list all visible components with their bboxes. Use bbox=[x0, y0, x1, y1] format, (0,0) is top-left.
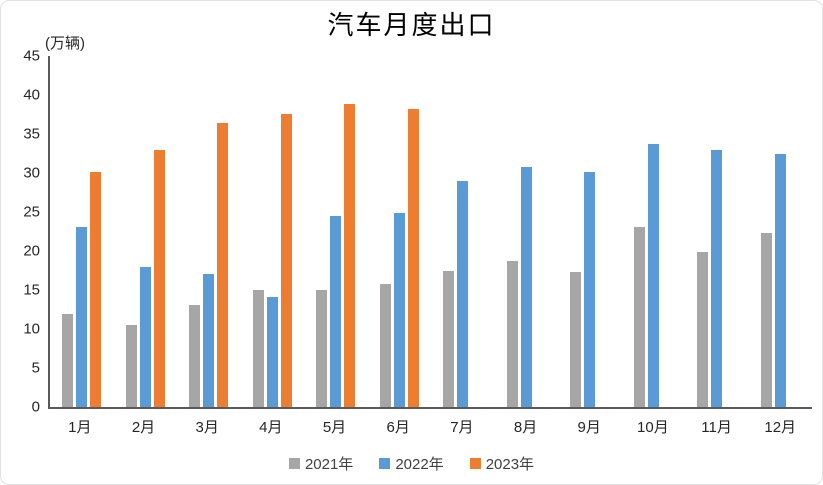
y-tick-label: 35 bbox=[23, 125, 40, 143]
x-axis-label-2月: 2月 bbox=[131, 419, 156, 436]
y-tick-label: 40 bbox=[23, 86, 40, 104]
bar-group-7月 bbox=[431, 56, 495, 407]
legend-swatch-icon bbox=[379, 458, 391, 469]
x-axis-label-3月: 3月 bbox=[195, 419, 219, 436]
bar-2022年-11月 bbox=[711, 150, 723, 407]
legend-label: 2023年 bbox=[485, 456, 535, 473]
bar-2023年-4月 bbox=[280, 113, 292, 407]
legend-item-2021年: 2021年 bbox=[288, 453, 354, 474]
bar-2022年-2月 bbox=[139, 266, 151, 407]
bar-2022年-9月 bbox=[584, 172, 596, 407]
bar-group-8月 bbox=[495, 56, 559, 407]
bar-2021年-5月 bbox=[316, 290, 328, 407]
bar-group-12月 bbox=[749, 56, 813, 407]
x-axis-label-7月: 7月 bbox=[450, 419, 474, 436]
bar-group-4月 bbox=[241, 56, 305, 407]
bar-group-5月 bbox=[304, 56, 368, 407]
x-axis-label-12月: 12月 bbox=[764, 419, 797, 436]
bar-2022年-8月 bbox=[520, 166, 532, 407]
legend-label: 2022年 bbox=[395, 456, 444, 473]
bar-2021年-8月 bbox=[506, 261, 518, 407]
bar-group-10月 bbox=[622, 56, 686, 407]
y-tick-label: 0 bbox=[31, 398, 40, 416]
legend-swatch-icon bbox=[469, 458, 481, 469]
bar-2021年-7月 bbox=[443, 271, 455, 407]
x-axis-label-10月: 10月 bbox=[637, 419, 669, 436]
bar-series-container bbox=[50, 56, 812, 407]
x-axis-label-5月: 5月 bbox=[322, 419, 347, 436]
bar-2021年-1月 bbox=[62, 314, 74, 407]
legend-item-2022年: 2022年 bbox=[379, 453, 444, 474]
y-tick-label: 25 bbox=[23, 203, 40, 221]
legend-item-2023年: 2023年 bbox=[469, 453, 535, 474]
bar-group-3月 bbox=[177, 56, 241, 407]
bar-2022年-5月 bbox=[330, 215, 342, 407]
bar-2021年-3月 bbox=[189, 304, 201, 407]
bar-group-9月 bbox=[558, 56, 622, 407]
bar-group-11月 bbox=[685, 56, 749, 407]
y-tick-label: 15 bbox=[23, 281, 40, 299]
bar-2022年-10月 bbox=[647, 144, 659, 407]
bar-2022年-3月 bbox=[203, 274, 215, 407]
y-tick-label: 30 bbox=[23, 164, 40, 182]
bar-2021年-12月 bbox=[760, 233, 772, 407]
bar-2021年-10月 bbox=[633, 226, 645, 407]
bar-2022年-6月 bbox=[393, 212, 405, 407]
y-tick-label: 45 bbox=[23, 47, 40, 65]
bar-2023年-3月 bbox=[217, 123, 229, 407]
legend-swatch-icon bbox=[288, 458, 300, 469]
x-axis-label-8月: 8月 bbox=[513, 419, 538, 436]
y-tick-label: 5 bbox=[31, 359, 40, 377]
legend-label: 2021年 bbox=[304, 456, 354, 473]
y-tick-label: 20 bbox=[23, 242, 40, 260]
bar-2021年-9月 bbox=[570, 272, 582, 407]
x-axis-label-6月: 6月 bbox=[386, 419, 410, 436]
bar-2021年-6月 bbox=[379, 283, 391, 407]
bar-2023年-1月 bbox=[90, 172, 102, 407]
chart-title: 汽车月度出口 bbox=[327, 11, 496, 40]
bar-group-2月 bbox=[114, 56, 178, 407]
legend: 2021年 2022年 2023年 bbox=[1, 453, 822, 474]
x-axis-label-4月: 4月 bbox=[259, 419, 283, 436]
y-axis-unit-label: (万辆) bbox=[45, 35, 85, 52]
y-tick-label: 10 bbox=[23, 320, 40, 338]
bar-2021年-11月 bbox=[697, 251, 709, 407]
plot-area: 0 5 10 15 20 25 30 35 40 45 bbox=[23, 49, 812, 415]
bar-2023年-5月 bbox=[344, 103, 356, 407]
bar-group-6月 bbox=[368, 56, 432, 407]
x-axis-label-9月: 9月 bbox=[577, 419, 601, 436]
bar-2022年-1月 bbox=[76, 226, 88, 407]
x-axis-label-1月: 1月 bbox=[68, 419, 92, 436]
bar-2023年-6月 bbox=[407, 109, 419, 407]
bar-2021年-4月 bbox=[252, 290, 264, 407]
bar-2021年-2月 bbox=[125, 325, 137, 407]
x-axis-labels: 1月 2月 3月 4月 5月 6月 7月 8月 9月 10月 11月 12月 bbox=[48, 416, 812, 437]
bar-2022年-7月 bbox=[457, 180, 469, 407]
x-axis-label-11月: 11月 bbox=[701, 419, 732, 436]
bar-2023年-2月 bbox=[153, 150, 165, 407]
bar-2022年-12月 bbox=[774, 154, 786, 407]
bar-2022年-4月 bbox=[266, 297, 278, 407]
bar-group-1月 bbox=[50, 56, 114, 407]
